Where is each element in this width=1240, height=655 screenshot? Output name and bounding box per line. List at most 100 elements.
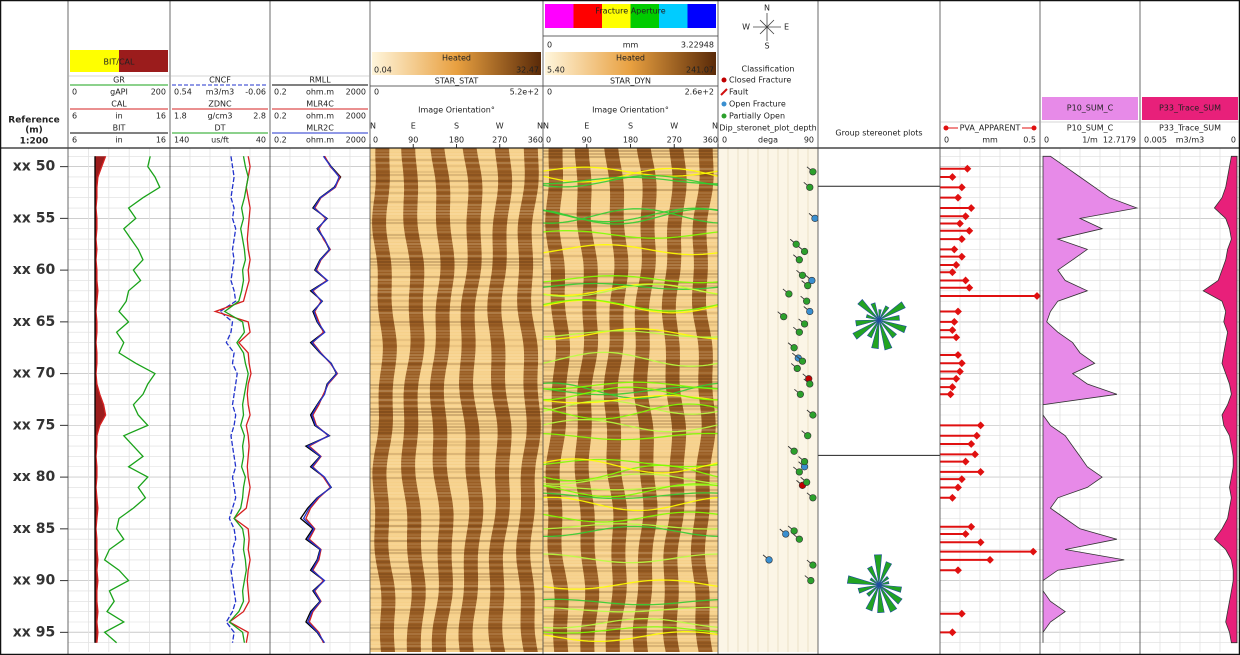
orientation-tick-label: 180: [623, 136, 638, 145]
header-marker: [1032, 126, 1037, 131]
tadpole: [801, 248, 808, 255]
scale-min: 0: [374, 88, 379, 97]
curve-unit: ohm.m: [306, 136, 334, 145]
tadpole: [803, 298, 810, 305]
scale-min: 0: [944, 136, 949, 145]
curve-name: PVA_APPARENT: [960, 124, 1021, 133]
orientation-tick-label: 270: [492, 136, 507, 145]
legend-entry: Open Fracture: [729, 100, 786, 109]
reference-label: Reference: [8, 116, 59, 126]
name-box-label: P33_Trace_SUM: [1159, 104, 1221, 113]
colorbar-label: Heated: [442, 54, 471, 63]
curve-unit: ohm.m: [306, 112, 334, 121]
depth-label: xx 85: [13, 521, 55, 537]
depth-label: xx 50: [13, 159, 56, 175]
curve-unit: in: [115, 112, 122, 121]
tadpole: [796, 329, 803, 336]
orientation-letter: N: [712, 122, 718, 131]
curve-max: 16: [156, 136, 166, 145]
tadpole: [796, 469, 803, 476]
scale-unit: mm: [982, 136, 998, 145]
aperture-swatch: [688, 4, 717, 28]
colorbar-max: 32.47: [516, 66, 539, 75]
scale-max: 2.6e+2: [685, 88, 714, 97]
tadpole: [797, 391, 804, 398]
depth-label: xx 80: [13, 469, 56, 485]
orientation-letter: W: [496, 122, 504, 131]
tadpole: [810, 169, 817, 176]
tadpole: [801, 458, 808, 465]
curve-min: 0: [72, 88, 77, 97]
legend-entry: Fault: [729, 88, 748, 97]
tadpole: [799, 272, 806, 279]
orientation-tick-label: 180: [449, 136, 464, 145]
depth-label: xx 65: [13, 314, 55, 330]
aperture-max: 3.22948: [681, 41, 714, 50]
aperture-min: 0: [547, 41, 552, 50]
scale-unit: 1/m: [1082, 136, 1098, 145]
curve-unit: m3/m3: [206, 88, 234, 97]
legend-title: Classification: [742, 65, 795, 74]
compass-letter: W: [742, 23, 750, 32]
well-log: Reference (m) 1:200 BIT/CALGR0gAPI200CAL…: [0, 0, 1240, 655]
scale-label: 1:200: [20, 137, 49, 147]
depth-label: xx 55: [13, 210, 55, 226]
curve-max: 16: [156, 112, 166, 121]
orientation-tick-label: 360: [703, 136, 718, 145]
tadpole: [799, 358, 806, 365]
curve-unit: in: [115, 136, 122, 145]
curve-max: 2000: [346, 112, 366, 121]
orientation-title: Image Orientation°: [418, 106, 495, 115]
orientation-tick-label: 90: [408, 136, 418, 145]
scale-min: 0: [722, 136, 727, 145]
colorbar-min: 5.40: [547, 66, 565, 75]
curve-min: 1.8: [174, 112, 187, 121]
legend-entry: Closed Fracture: [729, 76, 791, 85]
header-marker: [944, 126, 949, 131]
colorbar-max: 241.07: [686, 66, 714, 75]
curve-max: 2000: [346, 136, 366, 145]
curve-unit: ohm.m: [306, 88, 334, 97]
orientation-tick-label: 0: [546, 136, 551, 145]
image-title: STAR_STAT: [435, 77, 479, 86]
tadpole: [810, 562, 817, 569]
curve-unit: g/cm3: [207, 112, 232, 121]
compass-letter: E: [784, 23, 789, 32]
curve-min: 0.2: [274, 112, 287, 121]
tadpole: [791, 528, 798, 535]
scale-unit: m3/m3: [1176, 136, 1204, 145]
curve-name: MLR4C: [306, 100, 334, 109]
tadpole: [782, 531, 789, 538]
tadpole: [810, 494, 817, 501]
orientation-tick-label: 360: [528, 136, 543, 145]
tadpole: [812, 215, 819, 222]
scale-min: 0.005: [1144, 136, 1167, 145]
curve-name: MLR2C: [306, 124, 334, 133]
curve-name: ZDNC: [208, 100, 232, 109]
depth-label: xx 60: [13, 262, 56, 278]
legend-swatch: [722, 114, 727, 119]
tadpole: [786, 291, 793, 298]
tadpole: [780, 313, 787, 320]
depth-label: xx 70: [13, 366, 56, 382]
curve-max: 2.8: [253, 112, 266, 121]
curve-name: DT: [214, 124, 225, 133]
tadpole: [794, 365, 801, 372]
curve-min: 0.54: [174, 88, 192, 97]
tadpole: [796, 256, 803, 263]
curve-name: BIT: [113, 124, 126, 133]
tadpole: [810, 412, 817, 419]
tadpole: [791, 344, 798, 351]
scale-max: 12.7179: [1103, 136, 1136, 145]
compass-letter: S: [764, 42, 769, 51]
depth-label: xx 75: [13, 417, 55, 433]
orientation-letter: E: [584, 122, 589, 131]
colorbar-label: Heated: [616, 54, 645, 63]
image-title: STAR_DYN: [610, 77, 651, 86]
curve-name: CAL: [111, 100, 127, 109]
curve-min: 6: [72, 136, 77, 145]
orientation-letter: E: [411, 122, 416, 131]
orientation-tick-label: 90: [582, 136, 592, 145]
curve-name: GR: [113, 76, 125, 85]
scale-max: 5.2e+2: [510, 88, 539, 97]
